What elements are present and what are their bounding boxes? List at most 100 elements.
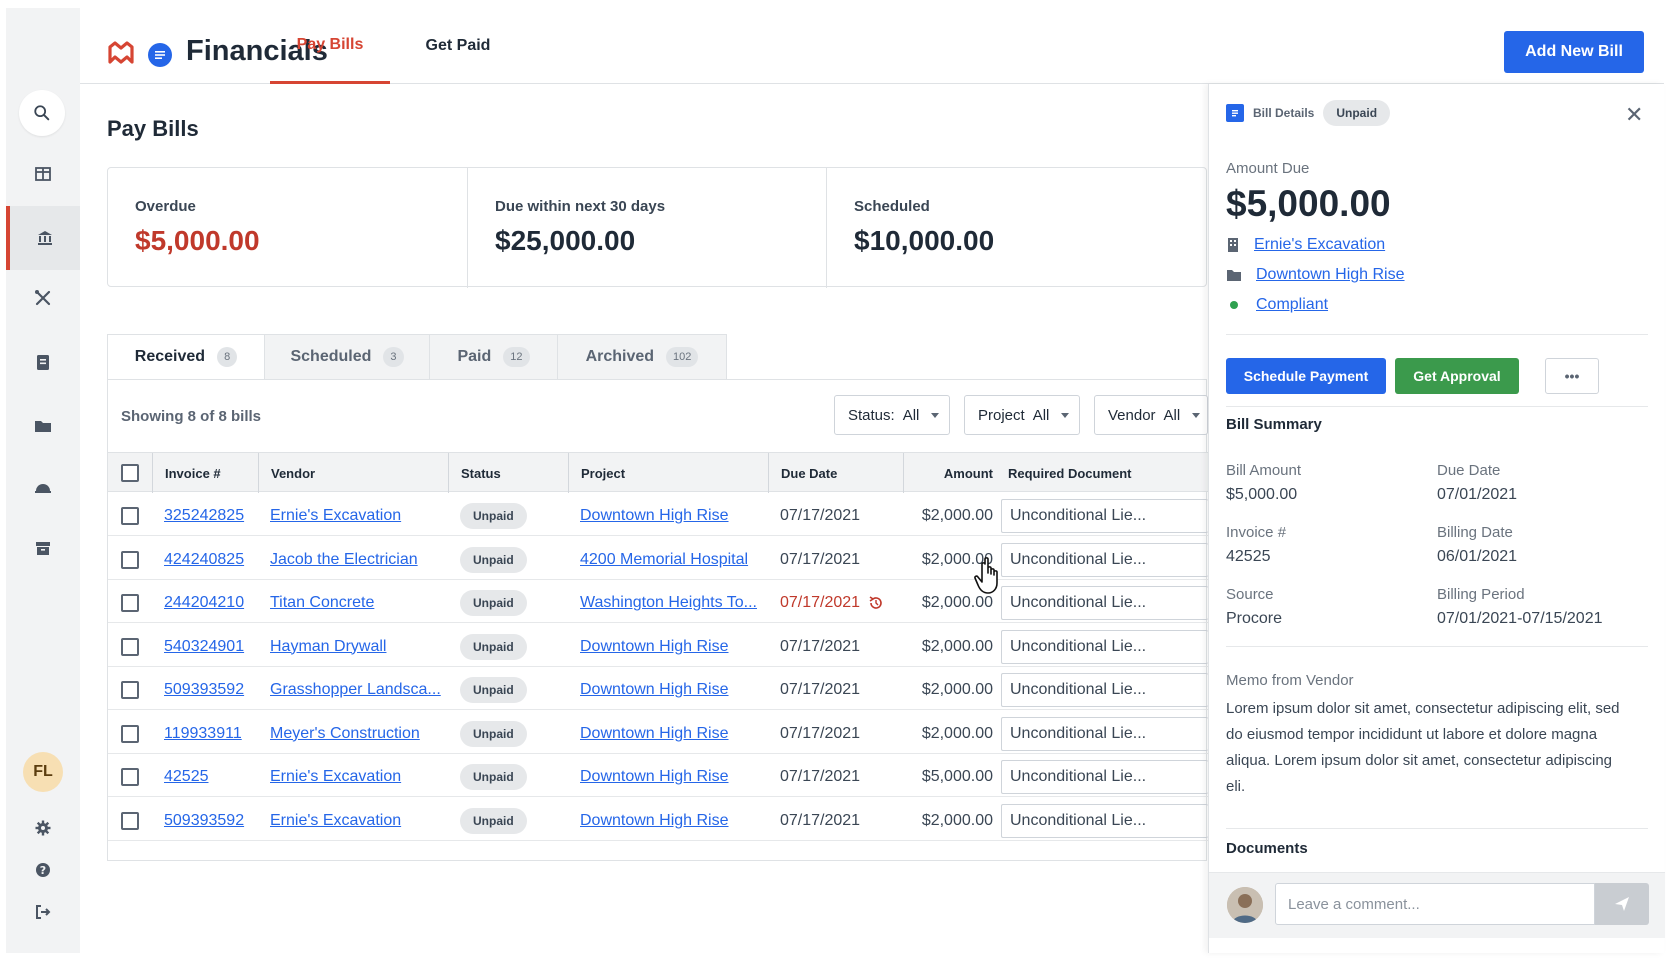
tab-pay-bills[interactable]: Pay Bills bbox=[270, 8, 390, 84]
clipboard-icon[interactable] bbox=[6, 330, 80, 394]
vendor-link[interactable]: Jacob the Electrician bbox=[270, 550, 418, 568]
required-document-select[interactable]: Unconditional Lie... bbox=[1001, 760, 1208, 794]
project-link[interactable]: 4200 Memorial Hospital bbox=[580, 550, 749, 568]
table-row[interactable]: 119933911 Meyer's Construction Unpaid Downt… bbox=[108, 711, 1208, 754]
required-document-select[interactable]: Unconditional Lie... bbox=[1001, 586, 1208, 620]
avatar[interactable]: FL bbox=[23, 752, 63, 792]
invoice-link[interactable]: 509393592 bbox=[164, 681, 245, 698]
layout-icon[interactable] bbox=[6, 142, 80, 206]
vendor-link[interactable]: Meyer's Construction bbox=[270, 724, 420, 742]
select-all-checkbox[interactable] bbox=[121, 453, 139, 493]
row-checkbox[interactable] bbox=[121, 537, 139, 583]
project-link-row: Downtown High Rise bbox=[1226, 266, 1405, 284]
vendor-link[interactable]: Hayman Drywall bbox=[270, 637, 387, 655]
folder-icon bbox=[1227, 270, 1241, 281]
close-icon[interactable]: ✕ bbox=[1625, 102, 1644, 127]
card-label: Overdue bbox=[135, 198, 196, 215]
row-checkbox[interactable] bbox=[121, 711, 139, 757]
table-row[interactable]: 42525 Ernie's Excavation Unpaid Downtown Hi… bbox=[108, 754, 1208, 797]
vendor-link[interactable]: Ernie's Excavation bbox=[270, 507, 402, 524]
table-row[interactable]: 509393592 Grasshopper Landsca... Unpaid Dow… bbox=[108, 667, 1208, 710]
table-row[interactable]: 244204210 Titan Concrete Unpaid Washington … bbox=[108, 580, 1208, 623]
add-new-bill-button[interactable]: Add New Bill bbox=[1504, 31, 1644, 73]
schedule-payment-button[interactable]: Schedule Payment bbox=[1226, 358, 1386, 394]
row-checkbox[interactable] bbox=[121, 624, 139, 670]
project-link[interactable]: Downtown High Rise bbox=[580, 724, 729, 742]
vendor-link[interactable]: Ernie's Excavation bbox=[270, 768, 402, 785]
project-link[interactable]: Downtown High Rise bbox=[580, 681, 729, 698]
divider bbox=[1226, 406, 1648, 407]
gear-icon[interactable] bbox=[6, 796, 80, 860]
due-soon-card: Due within next 30 days $25,000.00 bbox=[467, 168, 849, 288]
row-checkbox[interactable] bbox=[121, 798, 139, 844]
tab-get-paid[interactable]: Get Paid bbox=[425, 37, 491, 54]
project-link[interactable]: Washington Heights To... bbox=[580, 594, 757, 611]
row-checkbox[interactable] bbox=[121, 580, 139, 626]
table-row[interactable]: 325242825 Ernie's Excavation Unpaid Downtow… bbox=[108, 493, 1208, 536]
logout-icon[interactable] bbox=[6, 880, 80, 944]
status-cell: Unpaid bbox=[460, 711, 527, 757]
more-actions-button[interactable]: ••• bbox=[1545, 358, 1599, 394]
vendor-link[interactable]: Ernie's Excavation bbox=[270, 811, 402, 829]
procore-logo-icon[interactable] bbox=[108, 38, 134, 64]
folder-icon[interactable] bbox=[6, 394, 80, 458]
row-checkbox[interactable] bbox=[121, 754, 139, 800]
tab-archived[interactable]: Archived 102 bbox=[557, 334, 727, 380]
col-due-date[interactable]: Due Date bbox=[768, 453, 903, 493]
col-status[interactable]: Status bbox=[448, 453, 568, 493]
project-link[interactable]: Downtown High Rise bbox=[580, 507, 729, 524]
bank-icon[interactable] bbox=[6, 206, 80, 270]
table-row[interactable]: 509393592 Ernie's Excavation Unpaid Downtow… bbox=[108, 798, 1208, 841]
invoice-link[interactable]: 509393592 bbox=[164, 811, 245, 829]
send-icon[interactable] bbox=[1595, 883, 1649, 925]
col-required-document[interactable]: Required Document bbox=[1008, 465, 1132, 481]
scheduled-card: Scheduled $10,000.00 bbox=[826, 168, 1208, 288]
filter-label: Status: bbox=[848, 406, 895, 424]
invoice-link[interactable]: 42525 bbox=[164, 768, 209, 785]
required-document-select[interactable]: Unconditional Lie... bbox=[1001, 629, 1208, 664]
status-filter[interactable]: Status: All bbox=[834, 395, 950, 435]
archive-icon[interactable] bbox=[6, 516, 80, 580]
status-cell: Unpaid bbox=[460, 537, 527, 583]
divider bbox=[1226, 334, 1648, 335]
hardhat-icon[interactable] bbox=[6, 456, 80, 520]
invoice-link[interactable]: 244204210 bbox=[164, 594, 245, 611]
comment-input[interactable] bbox=[1275, 883, 1595, 925]
vendor-link[interactable]: Ernie's Excavation bbox=[1254, 236, 1386, 253]
app-menu-icon[interactable] bbox=[148, 43, 172, 67]
vendor-filter[interactable]: Vendor All bbox=[1094, 395, 1208, 435]
tab-received[interactable]: Received 8 bbox=[107, 334, 265, 380]
row-checkbox[interactable] bbox=[121, 667, 139, 713]
tab-paid[interactable]: Paid 12 bbox=[429, 334, 558, 380]
invoice-link[interactable]: 119933911 bbox=[164, 724, 242, 742]
col-invoice[interactable]: Invoice # bbox=[152, 453, 270, 493]
invoice-link[interactable]: 540324901 bbox=[164, 637, 245, 655]
required-document-select[interactable]: Unconditional Lie... bbox=[1001, 716, 1208, 751]
invoice-link[interactable]: 325242825 bbox=[164, 507, 245, 524]
required-document-select[interactable]: Unconditional Lie... bbox=[1001, 542, 1208, 577]
get-approval-button[interactable]: Get Approval bbox=[1395, 358, 1519, 394]
project-link[interactable]: Downtown High Rise bbox=[580, 637, 729, 655]
vendor-link[interactable]: Grasshopper Landsca... bbox=[270, 681, 441, 698]
col-vendor[interactable]: Vendor bbox=[258, 453, 448, 493]
invoice-link[interactable]: 424240825 bbox=[164, 550, 245, 568]
table-row[interactable]: 540324901 Hayman Drywall Unpaid Downtown Hi… bbox=[108, 624, 1208, 667]
compliance-link[interactable]: Compliant bbox=[1256, 296, 1329, 313]
tools-icon[interactable] bbox=[6, 266, 80, 330]
project-link[interactable]: Downtown High Rise bbox=[1256, 266, 1405, 283]
required-document-select[interactable]: Unconditional Lie... bbox=[1001, 803, 1208, 838]
due-date: 07/17/2021 bbox=[780, 681, 861, 698]
project-link[interactable]: Downtown High Rise bbox=[580, 811, 729, 829]
help-icon[interactable]: ? bbox=[6, 838, 80, 902]
project-link[interactable]: Downtown High Rise bbox=[580, 768, 729, 785]
required-document-select[interactable]: Unconditional Lie... bbox=[1001, 673, 1208, 707]
col-amount[interactable]: Amount bbox=[903, 453, 993, 493]
row-checkbox[interactable] bbox=[121, 493, 139, 539]
vendor-link[interactable]: Titan Concrete bbox=[270, 594, 375, 611]
tab-scheduled[interactable]: Scheduled 3 bbox=[264, 334, 430, 380]
col-project[interactable]: Project bbox=[568, 453, 768, 493]
search-icon[interactable] bbox=[19, 90, 65, 136]
table-row[interactable]: 424240825 Jacob the Electrician Unpaid 4200… bbox=[108, 537, 1208, 580]
required-document-select[interactable]: Unconditional Lie... bbox=[1001, 499, 1208, 533]
project-filter[interactable]: Project All bbox=[964, 395, 1080, 435]
